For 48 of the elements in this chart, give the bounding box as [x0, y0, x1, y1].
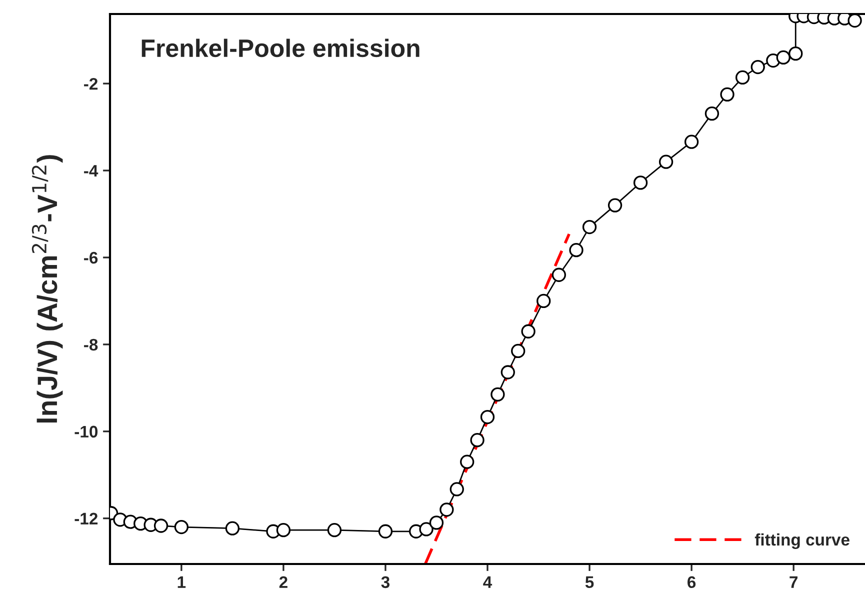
point [511, 344, 526, 358]
point [460, 454, 474, 469]
point [440, 502, 454, 517]
point [750, 60, 765, 74]
point [608, 198, 622, 212]
x-tick-label: 6 [688, 576, 696, 588]
point [154, 518, 168, 533]
point [429, 516, 444, 530]
y-axis-title: ln(J/V) (A/cm$^{2/3}$-V$^{1/2}$) [32, 155, 63, 422]
point [720, 87, 734, 102]
point [704, 106, 720, 121]
legend-label: fitting curve [754, 533, 850, 549]
x-tick-label: 2 [279, 576, 288, 588]
point [225, 521, 240, 536]
point [684, 134, 699, 149]
point [521, 324, 536, 338]
point [480, 410, 495, 424]
y-tick-label: -12 [74, 512, 98, 524]
point [658, 154, 674, 169]
point [848, 14, 862, 28]
point [633, 176, 648, 190]
y-tick-label: -6 [84, 252, 98, 264]
point [536, 294, 551, 308]
point [276, 523, 291, 538]
point [569, 243, 584, 258]
y-tick-label: -10 [74, 426, 98, 438]
point [552, 268, 566, 282]
point [174, 520, 189, 534]
y-tick-label: -2 [84, 78, 98, 90]
point [582, 220, 597, 234]
x-tick-label: 4 [483, 576, 492, 588]
text: Frenkel-Poole emission [142, 38, 420, 58]
x-tick-label: 7 [790, 576, 798, 588]
point [419, 522, 434, 536]
point [735, 70, 750, 85]
x-tick-label: 1 [178, 576, 186, 588]
point [776, 50, 790, 65]
point [788, 46, 803, 61]
x-tick-label: 5 [585, 576, 594, 588]
y-tick-label: -8 [84, 338, 98, 351]
point [450, 482, 464, 496]
point [490, 387, 505, 402]
point [470, 433, 484, 448]
point [500, 365, 515, 380]
y-tick-label: -4 [84, 165, 98, 177]
point [378, 524, 393, 538]
x-tick-label: 3 [381, 576, 390, 588]
point [327, 523, 342, 538]
